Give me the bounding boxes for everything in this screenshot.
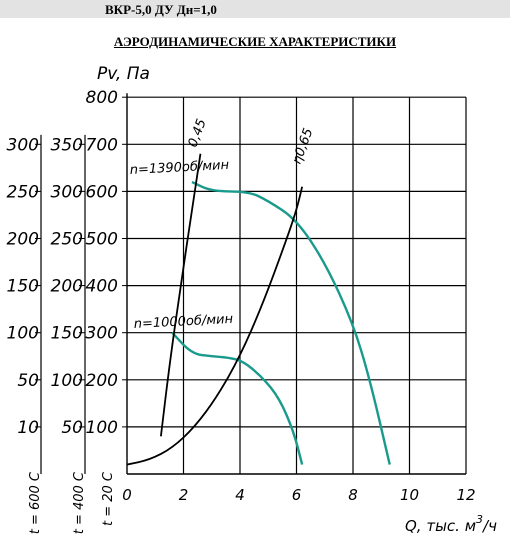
temp-tick-label: 50	[17, 371, 39, 391]
y-tick-label: 600	[86, 182, 118, 202]
temp-tick-label: 50	[61, 418, 83, 438]
x-axis-title: Q, тыс. м3/ч	[405, 513, 497, 535]
temp-tick-label: 10	[17, 418, 39, 438]
curve-n=1000об/мин	[171, 331, 304, 465]
header-bar: ВКР-5,0 ДУ Дн=1,0	[0, 0, 510, 18]
curve-n=1390об/мин	[191, 180, 391, 465]
series-label-eff065: η0,65	[290, 126, 317, 166]
x-tick-label: 10	[400, 486, 419, 504]
temp-axis-label: t = 400 C	[72, 471, 87, 534]
axes	[35, 93, 466, 475]
curve-0,45	[160, 153, 202, 437]
temp-tick-label: 150	[51, 324, 83, 344]
curves	[126, 153, 391, 466]
y-tick-label: 100	[86, 418, 118, 438]
curve-η0,65	[126, 186, 304, 466]
temp-tick-label: 100	[51, 371, 83, 391]
grid	[127, 96, 467, 474]
header-title: ВКР-5,0 ДУ Дн=1,0	[105, 2, 217, 17]
temp-tick-label: 300	[51, 182, 83, 202]
temp-tick-label: 250	[51, 230, 83, 250]
x-tick-label: 0	[122, 486, 132, 504]
y-tick-label: 300	[86, 324, 118, 344]
y-tick-label: 700	[86, 135, 118, 155]
temp-tick-label: 200	[51, 277, 83, 297]
temp-axis-label: t = 600 C	[28, 471, 43, 534]
y-tick-label: 500	[86, 230, 118, 250]
y-tick-label: 800	[86, 88, 118, 108]
temp-tick-label: 100	[7, 324, 39, 344]
temp-tick-label: 150	[7, 277, 39, 297]
x-tick-label: 8	[348, 486, 358, 504]
base-axis-label: t = 20 C	[101, 471, 116, 526]
temp-tick-label: 350	[51, 135, 83, 155]
y-tick-label: 200	[86, 371, 118, 391]
x-tick-label: 6	[292, 486, 302, 504]
temp-tick-label: 250	[7, 182, 39, 202]
series-label-n1390: n=1390об/мин	[129, 158, 229, 178]
y-tick-label: 400	[86, 277, 118, 297]
temp-tick-label: 300	[7, 135, 39, 155]
y-axis-title: Pv, Па	[97, 64, 150, 84]
series-label-n1000: n=1000об/мин	[133, 312, 233, 332]
chart-title: АЭРОДИНАМИЧЕСКИЕ ХАРАКТЕРИСТИКИ	[113, 34, 397, 49]
temp-tick-label: 200	[7, 230, 39, 250]
x-tick-label: 2	[179, 486, 189, 504]
x-tick-label: 12	[456, 486, 475, 504]
x-tick-label: 4	[235, 486, 245, 504]
